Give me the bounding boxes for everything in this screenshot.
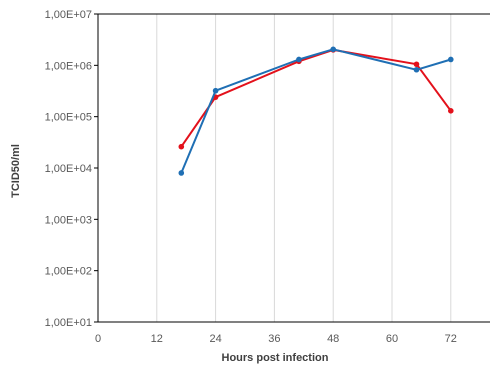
series-point-2 — [178, 170, 185, 176]
axes — [94, 13, 490, 323]
y-tick-label: 1,00E+05 — [45, 112, 92, 124]
x-tick-label: 60 — [386, 333, 398, 345]
series-point-2 — [212, 87, 219, 94]
series-point-1 — [448, 108, 454, 114]
y-tick-label: 1,00E+06 — [45, 60, 92, 72]
y-axis-title: TCID50/ml — [10, 144, 22, 198]
y-tick-label: 1,00E+03 — [45, 214, 92, 226]
data-series — [178, 46, 454, 176]
series-point-2 — [330, 46, 337, 53]
y-tick-labels: 1,00E+01 1,00E+02 1,00E+03 1,00E+04 1,00E+05… — [45, 9, 92, 329]
x-axis-title: Hours post infection — [222, 352, 329, 364]
y-tick-label: 1,00E+01 — [45, 317, 92, 329]
x-tick-label: 48 — [327, 333, 339, 345]
x-tick-label: 0 — [95, 333, 101, 345]
x-tick-label: 36 — [268, 333, 280, 345]
series-point-1 — [178, 143, 185, 150]
x-tick-label: 24 — [209, 333, 221, 345]
series-point-2 — [413, 66, 420, 73]
series-point-2 — [448, 56, 454, 63]
y-tick-label: 1,00E+04 — [45, 163, 92, 175]
series-point-1 — [413, 61, 420, 68]
x-tick-label: 12 — [151, 333, 163, 345]
grid-lines — [156, 14, 452, 322]
x-tick-label: 72 — [445, 333, 457, 345]
series-point-2 — [296, 56, 302, 63]
x-tick-labels: 0 12 24 36 48 60 72 — [95, 333, 457, 345]
series-line-2 — [180, 48, 452, 174]
y-tick-label: 1,00E+02 — [45, 266, 92, 278]
y-tick-label: 1,00E+07 — [45, 9, 92, 21]
